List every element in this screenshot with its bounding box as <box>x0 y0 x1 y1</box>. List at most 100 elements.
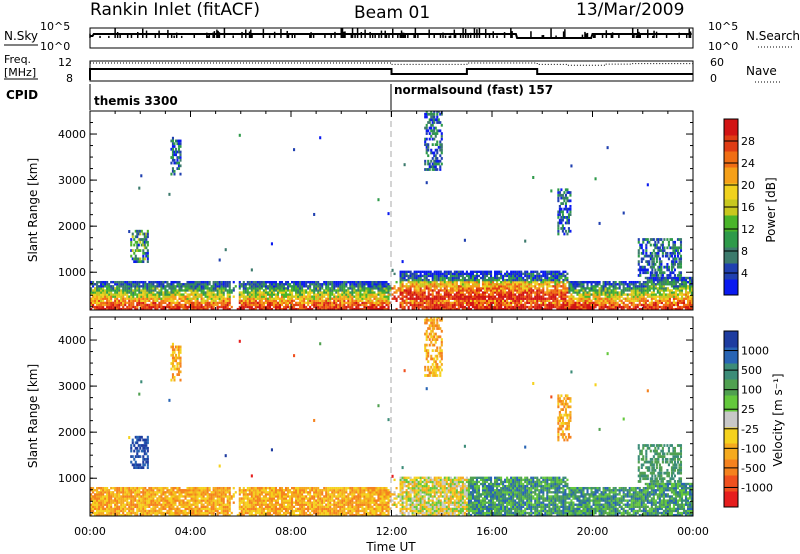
power-cell <box>592 307 595 310</box>
power-cell <box>657 268 660 272</box>
power-cell <box>616 287 619 290</box>
power-cell <box>421 285 424 288</box>
power-cell <box>626 289 629 292</box>
power-cell <box>377 287 380 290</box>
power-cell <box>126 287 129 290</box>
power-cell <box>407 301 410 305</box>
power-cell <box>94 307 97 310</box>
power-cell <box>278 283 282 286</box>
power-cell <box>421 307 424 310</box>
power-cell <box>104 295 107 298</box>
power-cell <box>409 293 412 296</box>
power-cell <box>610 291 613 294</box>
power-cell <box>634 303 637 307</box>
power-cell <box>160 307 163 310</box>
power-cell <box>510 272 513 276</box>
power-cell <box>494 299 497 303</box>
power-cell <box>546 285 549 288</box>
power-cell <box>146 285 149 288</box>
power-cell <box>610 297 613 300</box>
power-cell <box>514 295 517 298</box>
power-cell <box>349 297 352 300</box>
power-cell <box>500 272 503 276</box>
power-cell <box>112 303 115 307</box>
power-cell <box>546 305 549 309</box>
power-cell <box>405 301 408 305</box>
power-cell <box>140 289 143 292</box>
power-cell <box>534 270 537 273</box>
power-cell <box>610 299 613 303</box>
power-cell <box>196 307 199 310</box>
power-cell <box>391 287 394 290</box>
power-cell <box>569 204 572 208</box>
power-cell <box>489 293 493 296</box>
power-cell <box>194 285 197 288</box>
power-cell <box>457 301 460 305</box>
power-cell <box>238 291 241 294</box>
power-cell <box>228 293 231 296</box>
power-cell <box>620 283 623 286</box>
power-cell <box>94 305 97 309</box>
power-cell <box>676 299 680 303</box>
power-cell <box>550 297 553 300</box>
power-cell <box>303 291 306 294</box>
power-cell <box>254 289 257 292</box>
power-cell <box>385 285 388 288</box>
power-cell <box>258 301 261 305</box>
power-cell <box>624 280 627 284</box>
power-cell <box>184 291 187 294</box>
power-cell <box>327 301 330 305</box>
power-cell <box>526 297 529 300</box>
power-cell <box>439 165 442 169</box>
power-cell <box>329 291 332 294</box>
power-cell <box>266 297 269 300</box>
power-cell <box>479 287 483 290</box>
power-cell <box>148 289 151 292</box>
power-cell <box>347 291 350 294</box>
power-cell <box>381 285 384 288</box>
power-cell <box>317 293 320 296</box>
power-cell <box>427 289 430 292</box>
power-cell <box>291 305 294 309</box>
power-cell <box>570 303 573 307</box>
power-cell <box>359 295 362 298</box>
power-cell <box>160 293 163 296</box>
power-cell <box>178 287 181 290</box>
power-cell <box>524 289 527 292</box>
power-cell <box>664 305 667 309</box>
power-cell <box>262 289 265 292</box>
power-cell <box>646 278 649 282</box>
power-cell <box>136 232 139 236</box>
power-cell <box>339 287 342 290</box>
power-cell <box>688 297 692 300</box>
power-cell <box>616 301 619 305</box>
power-cell <box>690 285 693 288</box>
power-cell <box>668 293 671 296</box>
power-cell <box>385 303 388 307</box>
power-cell <box>652 289 655 292</box>
power-cell <box>407 274 410 278</box>
power-cell <box>522 272 525 276</box>
power-cell <box>620 280 623 284</box>
power-cell <box>234 285 237 288</box>
power-cell <box>686 276 690 280</box>
power-cell <box>580 305 583 309</box>
power-cell <box>626 303 629 307</box>
power-cell <box>473 295 477 298</box>
power-cell <box>106 291 109 294</box>
power-cell <box>467 285 470 288</box>
power-cell <box>656 278 659 282</box>
power-cell <box>178 289 181 292</box>
power-cell <box>467 283 470 286</box>
power-cell <box>202 301 205 305</box>
nave-trace <box>90 62 693 66</box>
power-cell <box>423 278 426 282</box>
power-cell <box>516 303 519 307</box>
power-cell <box>250 303 253 307</box>
power-cell <box>317 303 320 307</box>
power-cell <box>564 289 567 292</box>
power-cell <box>459 303 462 307</box>
power-cell <box>399 289 402 292</box>
power-cell <box>343 285 346 288</box>
power-cell <box>210 307 213 310</box>
